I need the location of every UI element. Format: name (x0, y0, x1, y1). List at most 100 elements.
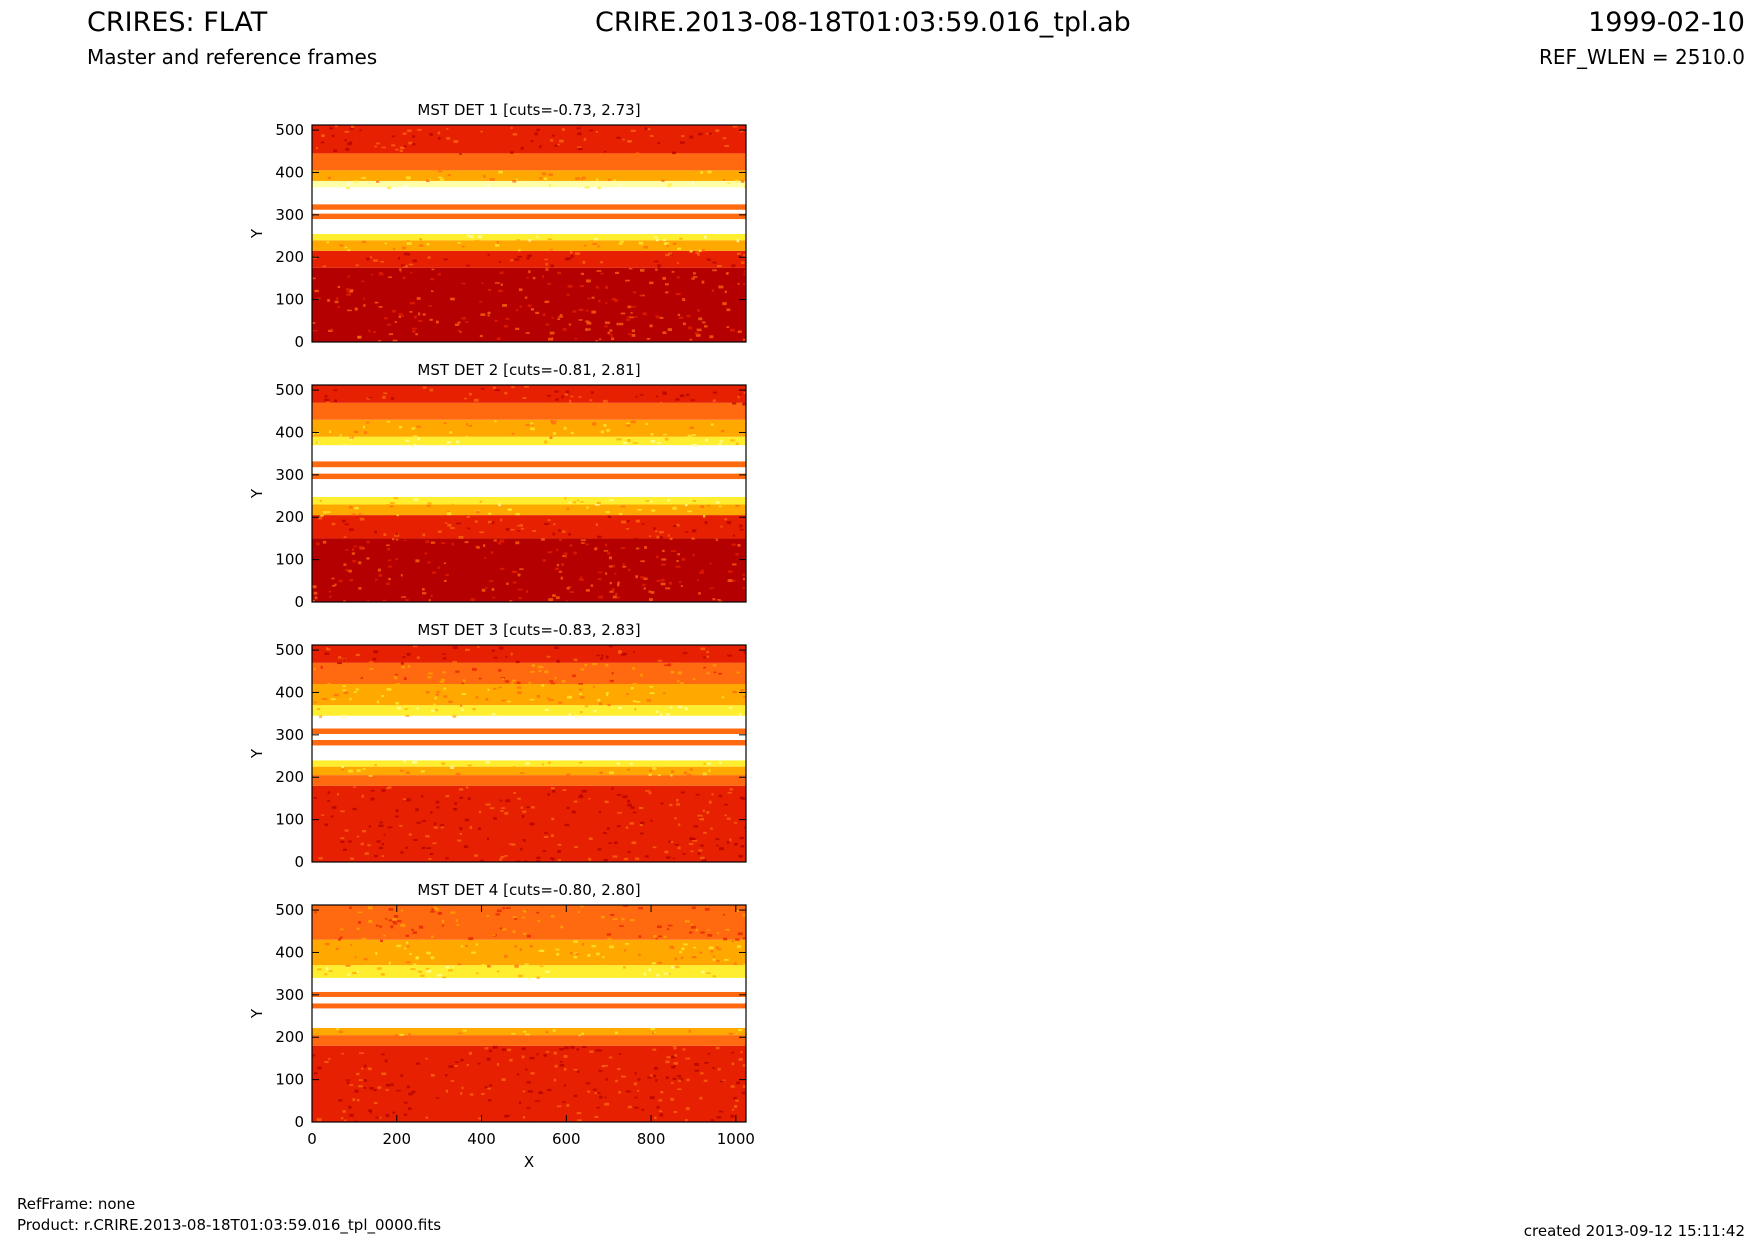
noise-speck (354, 307, 358, 311)
noise-speck (739, 836, 745, 840)
noise-speck (664, 972, 669, 975)
noise-speck (507, 508, 512, 511)
noise-speck (740, 261, 745, 264)
noise-speck (341, 519, 346, 523)
noise-speck (419, 238, 423, 241)
noise-speck (470, 598, 476, 602)
noise-speck (684, 920, 690, 923)
noise-speck (330, 328, 334, 331)
noise-speck (324, 395, 328, 398)
noise-speck (422, 533, 426, 537)
noise-speck (609, 582, 612, 585)
y-tick-label: 100 (275, 811, 304, 829)
noise-speck (552, 1029, 556, 1032)
intensity-band (312, 745, 746, 761)
noise-speck (506, 700, 511, 703)
noise-speck (601, 654, 604, 657)
noise-speck (639, 394, 644, 396)
noise-speck (384, 316, 388, 320)
noise-speck (618, 649, 622, 652)
noise-speck (441, 762, 446, 765)
noise-speck (505, 317, 510, 320)
noise-speck (525, 590, 528, 593)
noise-speck (553, 1078, 557, 1082)
noise-speck (680, 956, 684, 960)
noise-speck (492, 1045, 498, 1049)
noise-speck (698, 249, 702, 252)
noise-speck (488, 1099, 492, 1102)
noise-speck (684, 707, 688, 711)
noise-speck (467, 764, 472, 767)
noise-speck (548, 598, 554, 602)
noise-speck (550, 419, 554, 423)
noise-speck (691, 956, 697, 959)
noise-speck (458, 535, 464, 539)
noise-speck (331, 522, 336, 526)
noise-speck (712, 261, 717, 264)
noise-speck (551, 316, 554, 319)
noise-speck (417, 437, 420, 441)
noise-speck (626, 1090, 631, 1093)
noise-speck (499, 858, 503, 861)
y-tick-label: 400 (275, 683, 304, 701)
noise-speck (712, 391, 718, 394)
noise-speck (382, 395, 386, 399)
noise-speck (545, 1051, 550, 1053)
noise-speck (313, 1072, 318, 1075)
noise-speck (377, 568, 381, 572)
noise-speck (570, 1045, 575, 1049)
noise-speck (653, 1074, 657, 1078)
noise-speck (554, 390, 559, 393)
noise-speck (617, 581, 620, 585)
noise-speck (604, 1096, 607, 1099)
noise-speck (620, 505, 626, 508)
noise-speck (689, 250, 693, 253)
noise-speck (373, 259, 378, 262)
noise-speck (518, 596, 522, 600)
noise-speck (351, 548, 355, 552)
noise-speck (695, 793, 700, 796)
noise-speck (499, 539, 505, 543)
noise-speck (692, 276, 698, 278)
noise-speck (667, 252, 673, 255)
noise-speck (655, 710, 659, 713)
noise-speck (449, 431, 453, 434)
noise-speck (544, 268, 549, 271)
noise-speck (504, 811, 509, 815)
noise-speck (526, 934, 532, 938)
noise-speck (663, 692, 666, 695)
noise-speck (481, 588, 486, 592)
noise-speck (618, 512, 623, 515)
noise-speck (630, 420, 636, 424)
noise-speck (656, 1106, 660, 1109)
noise-speck (686, 314, 691, 318)
noise-speck (481, 964, 486, 967)
noise-speck (400, 147, 405, 149)
noise-speck (521, 1047, 526, 1050)
noise-speck (513, 791, 517, 794)
noise-speck (659, 1113, 664, 1117)
noise-speck (570, 254, 574, 258)
noise-speck (656, 973, 660, 977)
noise-speck (405, 598, 409, 602)
intensity-band (312, 419, 746, 437)
noise-speck (550, 787, 555, 790)
noise-speck (650, 440, 656, 443)
noise-speck (731, 543, 736, 546)
noise-speck (594, 547, 598, 551)
noise-speck (413, 498, 419, 501)
noise-speck (607, 703, 611, 707)
noise-speck (545, 708, 549, 711)
noise-speck (496, 970, 500, 973)
noise-speck (313, 701, 317, 704)
noise-speck (727, 579, 733, 583)
noise-speck (531, 806, 535, 809)
noise-speck (737, 282, 740, 285)
noise-speck (400, 574, 403, 577)
noise-speck (505, 656, 508, 658)
noise-speck (689, 837, 694, 841)
detector-panel-2: MST DET 2 [cuts=-0.81, 2.81]010020030040… (248, 361, 747, 611)
noise-speck (721, 696, 725, 699)
noise-speck (406, 945, 410, 948)
noise-speck (742, 914, 746, 917)
